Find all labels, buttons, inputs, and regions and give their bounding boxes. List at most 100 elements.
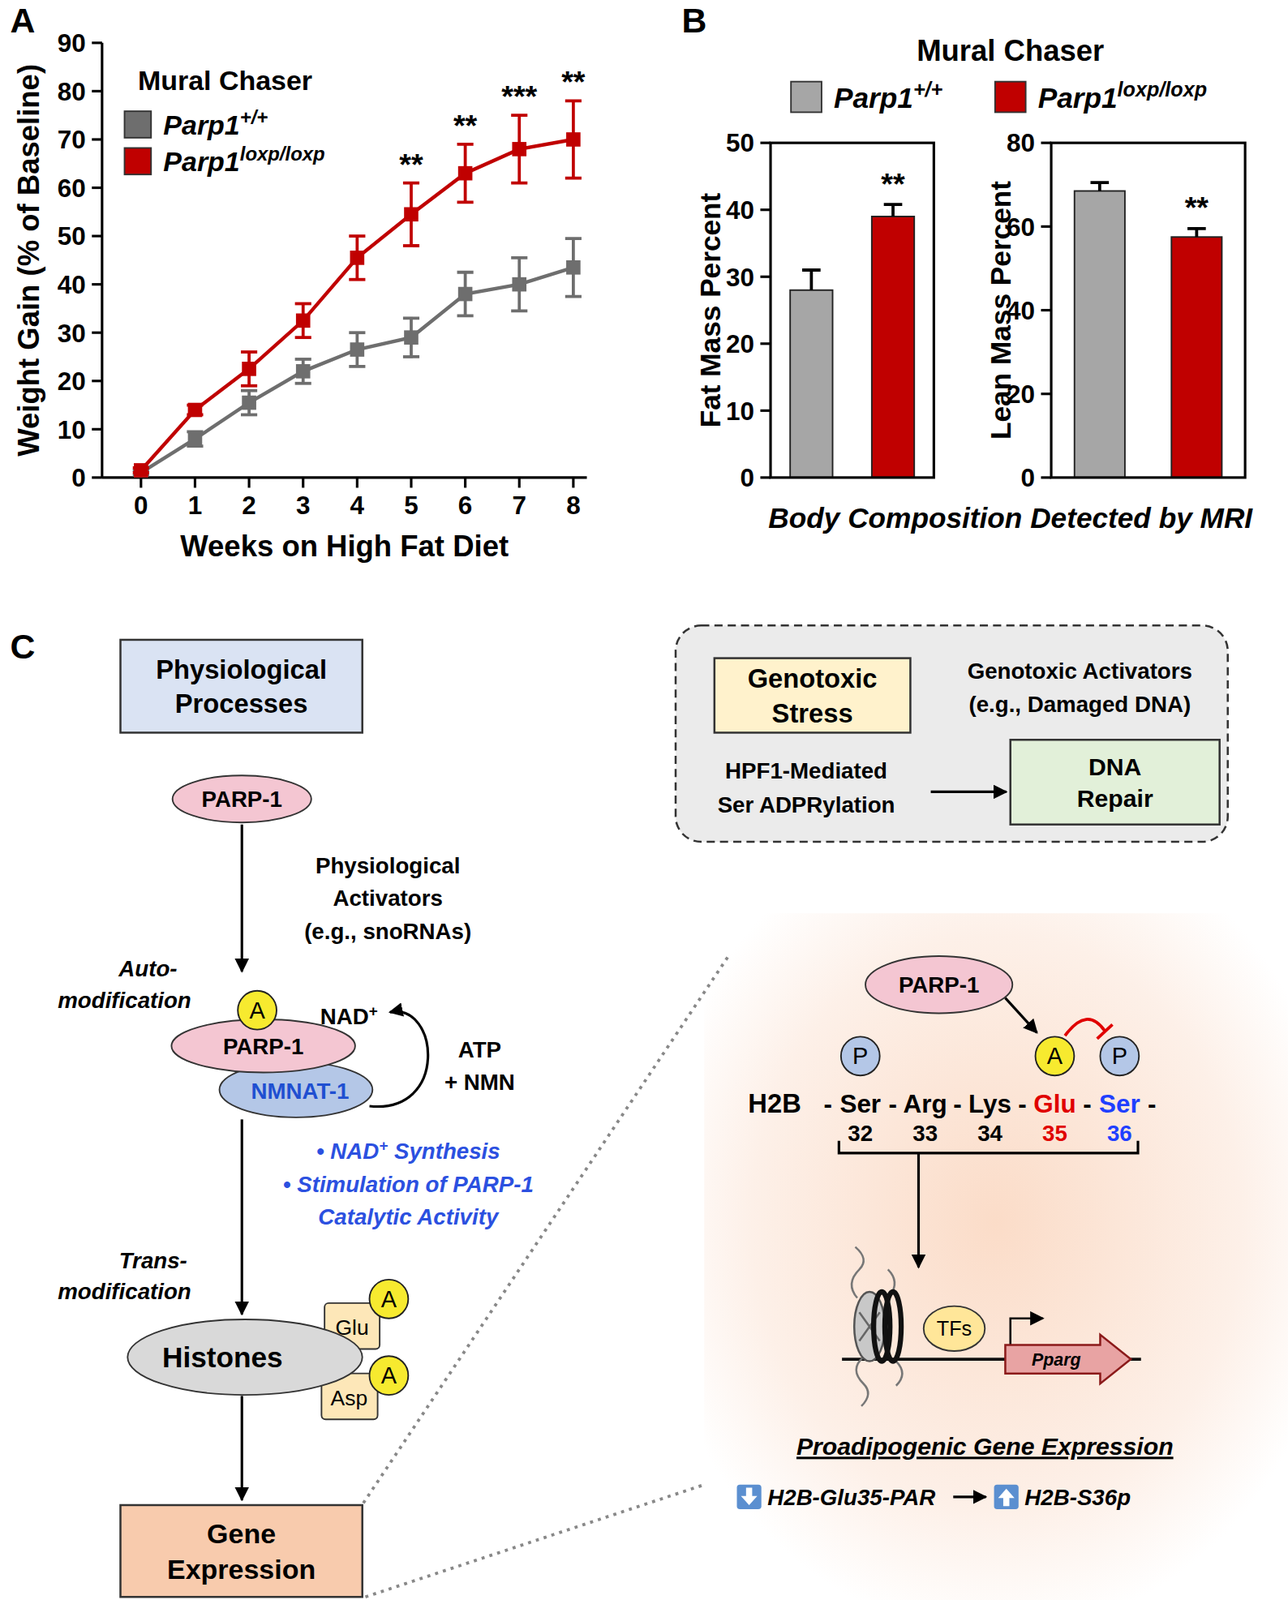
- tick-label: 50: [725, 128, 755, 158]
- gene: [1004, 1335, 1131, 1384]
- error-bar: [348, 236, 365, 280]
- significance: ***: [501, 79, 537, 114]
- histone-tail: [851, 1247, 864, 1299]
- marker: [403, 206, 419, 222]
- tick-label: 0: [71, 463, 86, 493]
- label: PARP-1: [201, 786, 283, 812]
- label: + NMN: [444, 1069, 516, 1095]
- marker: [458, 287, 473, 302]
- error-cap: [457, 201, 474, 205]
- label: Stress: [772, 698, 854, 729]
- change-icon-arrow: [998, 1489, 1015, 1507]
- error-cap: [295, 357, 312, 361]
- tick: [759, 342, 771, 345]
- label: • NAD+ Synthesis: [316, 1137, 501, 1165]
- label: Repair: [1077, 785, 1154, 812]
- mark-label: P: [1111, 1043, 1128, 1070]
- separator: -: [1082, 1090, 1091, 1119]
- error-bar: [1090, 182, 1110, 191]
- tick: [91, 235, 103, 238]
- axis-title: Weeks on High Fat Diet: [180, 529, 509, 563]
- tick-label: 40: [57, 270, 86, 300]
- error-cap: [565, 295, 582, 299]
- nucleosome: [854, 1292, 885, 1362]
- axis-title: Lean Mass Percent: [984, 180, 1017, 440]
- label: PARP-1: [898, 972, 979, 998]
- label: Expression: [167, 1554, 316, 1585]
- mark-circle: [1099, 1036, 1139, 1076]
- panel-label: C: [10, 626, 36, 666]
- separator: -: [824, 1090, 833, 1119]
- error-cap: [348, 364, 365, 369]
- arrow: [917, 1153, 920, 1268]
- label: HPF1-Mediated: [725, 758, 888, 784]
- error-bar: [403, 183, 420, 246]
- bar: [789, 290, 833, 478]
- tick-label: 6: [458, 491, 473, 520]
- residue-number: 34: [977, 1120, 1003, 1147]
- residue: Arg: [903, 1090, 948, 1119]
- error-cap: [565, 98, 582, 103]
- tick: [91, 476, 103, 479]
- error-bar: [1187, 228, 1207, 237]
- arrow: [1004, 998, 1037, 1034]
- error-bar: [457, 272, 474, 317]
- error-cap: [403, 244, 420, 248]
- residue: Glu: [1033, 1090, 1076, 1119]
- error-bar: [240, 390, 258, 416]
- arrow: [240, 824, 244, 972]
- mark-circle: [369, 1279, 409, 1319]
- error-bar: [348, 332, 365, 367]
- label: Physiological: [155, 654, 327, 685]
- legend-label: Parp1+/+: [833, 77, 944, 114]
- residue-number: 32: [847, 1120, 873, 1147]
- stress-box: [714, 658, 911, 734]
- error-cap: [403, 181, 420, 185]
- change-icon: [994, 1485, 1019, 1510]
- marker: [458, 166, 473, 181]
- marker: [350, 250, 365, 266]
- error-stem: [809, 270, 813, 291]
- label: Physiological: [315, 853, 460, 879]
- legend-title: Mural Chaser: [916, 34, 1104, 68]
- histone-tail: [896, 1361, 903, 1387]
- marker: [188, 403, 203, 418]
- marker: [566, 132, 581, 147]
- arrow: [931, 790, 1007, 794]
- label: modification: [57, 1279, 192, 1305]
- error-cap: [348, 278, 365, 282]
- label: Trans-: [119, 1248, 188, 1274]
- marker: [188, 431, 203, 447]
- tick: [571, 477, 575, 489]
- legend-swatch: [124, 147, 152, 175]
- marker: [403, 330, 419, 345]
- error-cap: [403, 355, 420, 359]
- tick-label: 0: [1020, 463, 1035, 493]
- mark-circle: [841, 1036, 881, 1076]
- tick: [91, 283, 103, 286]
- process-box: [120, 639, 362, 734]
- error-bar: [403, 317, 420, 357]
- arrow: [369, 1011, 429, 1107]
- tick-label: 0: [133, 491, 148, 520]
- change-icon-arrow: [741, 1488, 758, 1506]
- change-icon: [737, 1485, 762, 1510]
- tick: [759, 208, 771, 211]
- error-bar: [295, 359, 312, 384]
- label: (e.g., snoRNAs): [304, 918, 472, 945]
- error-cap: [348, 234, 365, 238]
- separator: -: [953, 1090, 962, 1119]
- axis-title: Fat Mass Percent: [694, 192, 726, 428]
- label: H2B-S36p: [1024, 1485, 1131, 1511]
- tick-label: 30: [725, 263, 755, 292]
- caption: Body Composition Detected by MRI: [768, 502, 1254, 534]
- marker: [511, 277, 527, 292]
- mark-circle: [369, 1356, 409, 1396]
- bar: [1074, 190, 1125, 477]
- error-cap: [295, 302, 312, 306]
- error-cap: [802, 268, 821, 272]
- plot-data: [789, 204, 915, 478]
- tick: [759, 275, 771, 279]
- residue: Ser: [839, 1090, 881, 1119]
- marker: [350, 342, 365, 357]
